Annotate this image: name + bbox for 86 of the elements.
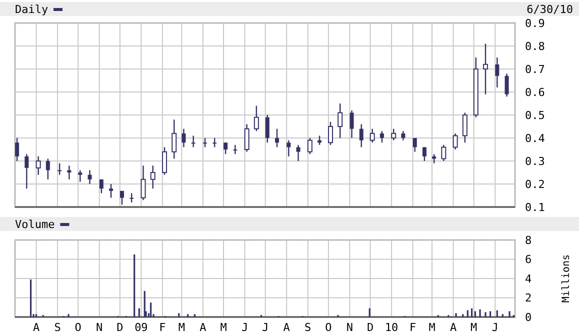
candlestick: [244, 124, 250, 152]
y-tick-label: 0.8: [525, 40, 545, 53]
x-tick-label: N: [96, 321, 103, 334]
y-tick-label: 0.3: [525, 154, 545, 168]
x-tick-label: O: [74, 321, 82, 334]
x-tick-label: O: [325, 321, 332, 334]
candlestick: [67, 165, 72, 180]
y-tick-label: 0.5: [525, 108, 545, 122]
x-tick-label: A: [32, 321, 40, 334]
x-tick-label: A: [283, 321, 290, 334]
candlestick: [359, 124, 364, 148]
candlestick: [15, 137, 20, 162]
candlestick: [99, 178, 104, 194]
candlestick: [78, 170, 82, 182]
candlestick: [212, 137, 217, 148]
candlestick: [140, 165, 146, 201]
candlestick: [46, 158, 50, 180]
candlestick: [233, 144, 238, 155]
x-tick-label: S: [54, 321, 61, 334]
x-tick-label: F: [159, 321, 166, 334]
candlestick: [130, 192, 134, 203]
candlestick: [452, 132, 458, 150]
x-tick-label: 10: [384, 321, 398, 334]
candlestick: [36, 156, 41, 176]
candlestick: [462, 112, 468, 144]
y-tick-label: 4: [525, 272, 532, 286]
candlestick: [296, 144, 300, 162]
x-tick-label: A: [200, 321, 207, 334]
x-tick-label: M: [220, 321, 228, 334]
candlestick: [24, 154, 29, 190]
x-tick-label: M: [178, 321, 186, 334]
x-tick-label: J: [492, 321, 498, 334]
candlestick: [422, 146, 426, 162]
text: 6/30/10: [526, 3, 573, 16]
candlestick: [483, 43, 488, 95]
candlestick: [202, 137, 207, 148]
candlestick: [441, 144, 446, 162]
chart-title: Daily: [15, 3, 48, 16]
x-tick-label: 09: [134, 321, 148, 334]
candlestick: [504, 73, 509, 98]
y-tick-label: 0.6: [525, 86, 545, 99]
candlestick: [120, 190, 124, 206]
candlestick: [182, 128, 186, 148]
x-tick-label: J: [262, 321, 269, 334]
candlestick: [275, 128, 280, 148]
candlestick: [328, 121, 333, 146]
y-tick-label: 2: [525, 292, 532, 305]
candlestick: [391, 128, 396, 141]
chart-title: Volume: [15, 218, 55, 231]
x-tick-label: S: [304, 321, 312, 334]
candlestick: [109, 183, 114, 198]
x-tick-label: M: [470, 321, 478, 334]
x-tick-label: F: [409, 321, 416, 334]
x-tick-label: J: [241, 321, 248, 334]
candlestick: [224, 142, 228, 155]
candlestick: [401, 130, 406, 141]
y-tick-label: 0.4: [525, 132, 546, 145]
candlestick: [172, 119, 177, 160]
y-tick-label: 0.1: [525, 200, 545, 214]
x-tick-label: D: [366, 321, 374, 334]
x-tick-label: N: [346, 321, 354, 334]
candlestick: [254, 105, 259, 132]
x-tick-label: M: [428, 321, 436, 334]
candlestick: [380, 130, 384, 144]
y-tick-label: 0.9: [525, 16, 545, 30]
y-axis-title: Millions: [561, 254, 572, 303]
x-tick-label: D: [116, 321, 124, 334]
candlestick: [350, 110, 354, 139]
y-tick-label: 0.2: [525, 178, 545, 191]
candlestick: [412, 137, 417, 152]
candlestick: [58, 162, 62, 176]
candlestick: [88, 170, 92, 185]
candlestick: [162, 146, 168, 176]
candlestick: [370, 128, 375, 144]
y-tick-label: 0: [525, 310, 532, 324]
y-tick-label: 6: [525, 253, 532, 266]
x-tick-label: A: [450, 321, 457, 334]
candlestick: [307, 137, 312, 155]
candlestick: [495, 56, 500, 88]
candlestick: [191, 135, 196, 148]
candlestick: [338, 102, 343, 139]
candlestick: [150, 165, 156, 190]
candlestick: [265, 114, 270, 144]
candlestick: [286, 140, 291, 157]
y-tick-label: 0.7: [525, 62, 545, 76]
y-tick-label: 8: [525, 234, 532, 247]
